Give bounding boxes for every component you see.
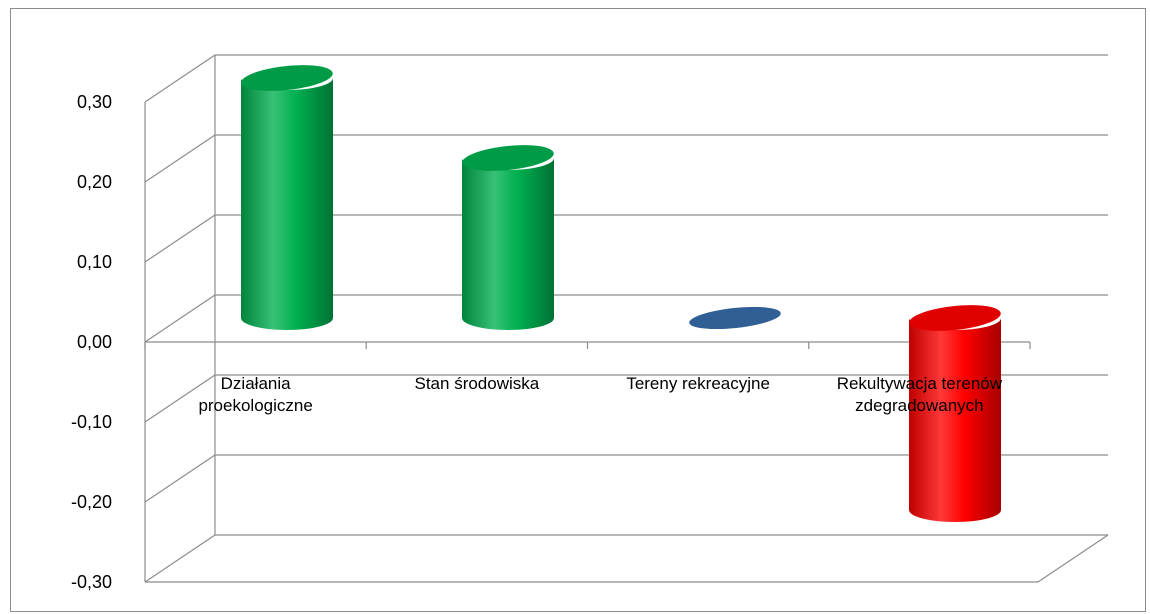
floor-right-edge [1037, 534, 1109, 583]
bar-cylinder-3 [689, 306, 781, 330]
side-wall-gridline [144, 54, 216, 103]
y-tick-label: -0,20 [71, 492, 112, 512]
side-wall-gridline [144, 294, 216, 343]
bar-body [241, 78, 333, 330]
side-wall-gridline [144, 134, 216, 183]
bar-cap [462, 145, 554, 171]
bar-body [909, 318, 1001, 522]
bar-cap [241, 65, 333, 91]
x-tick-label: Tereny rekreacyjne [626, 374, 770, 393]
side-wall-gridline [144, 374, 216, 423]
y-tick-label: 0,10 [77, 252, 112, 272]
x-tick-label: Stan środowiska [415, 374, 540, 393]
bar-cylinder-4 [909, 305, 1001, 522]
bar-cylinder-2 [462, 145, 554, 330]
y-tick-label: -0,10 [71, 412, 112, 432]
side-wall-gridline [144, 534, 216, 583]
x-tick-label: Rekultywacja terenów zdegradowanych [837, 374, 1003, 415]
y-tick-label: 0,30 [77, 92, 112, 112]
bar-cylinder-1 [241, 65, 333, 330]
y-tick-label: 0,00 [77, 332, 112, 352]
bar-body [462, 158, 554, 330]
side-wall-gridline [144, 214, 216, 263]
side-wall-gridline [144, 454, 216, 503]
x-tick-label: Działania proekologiczne [198, 374, 312, 415]
bar-cap [909, 305, 1001, 331]
y-tick-label: -0,30 [71, 572, 112, 592]
y-tick-label: 0,20 [77, 172, 112, 192]
